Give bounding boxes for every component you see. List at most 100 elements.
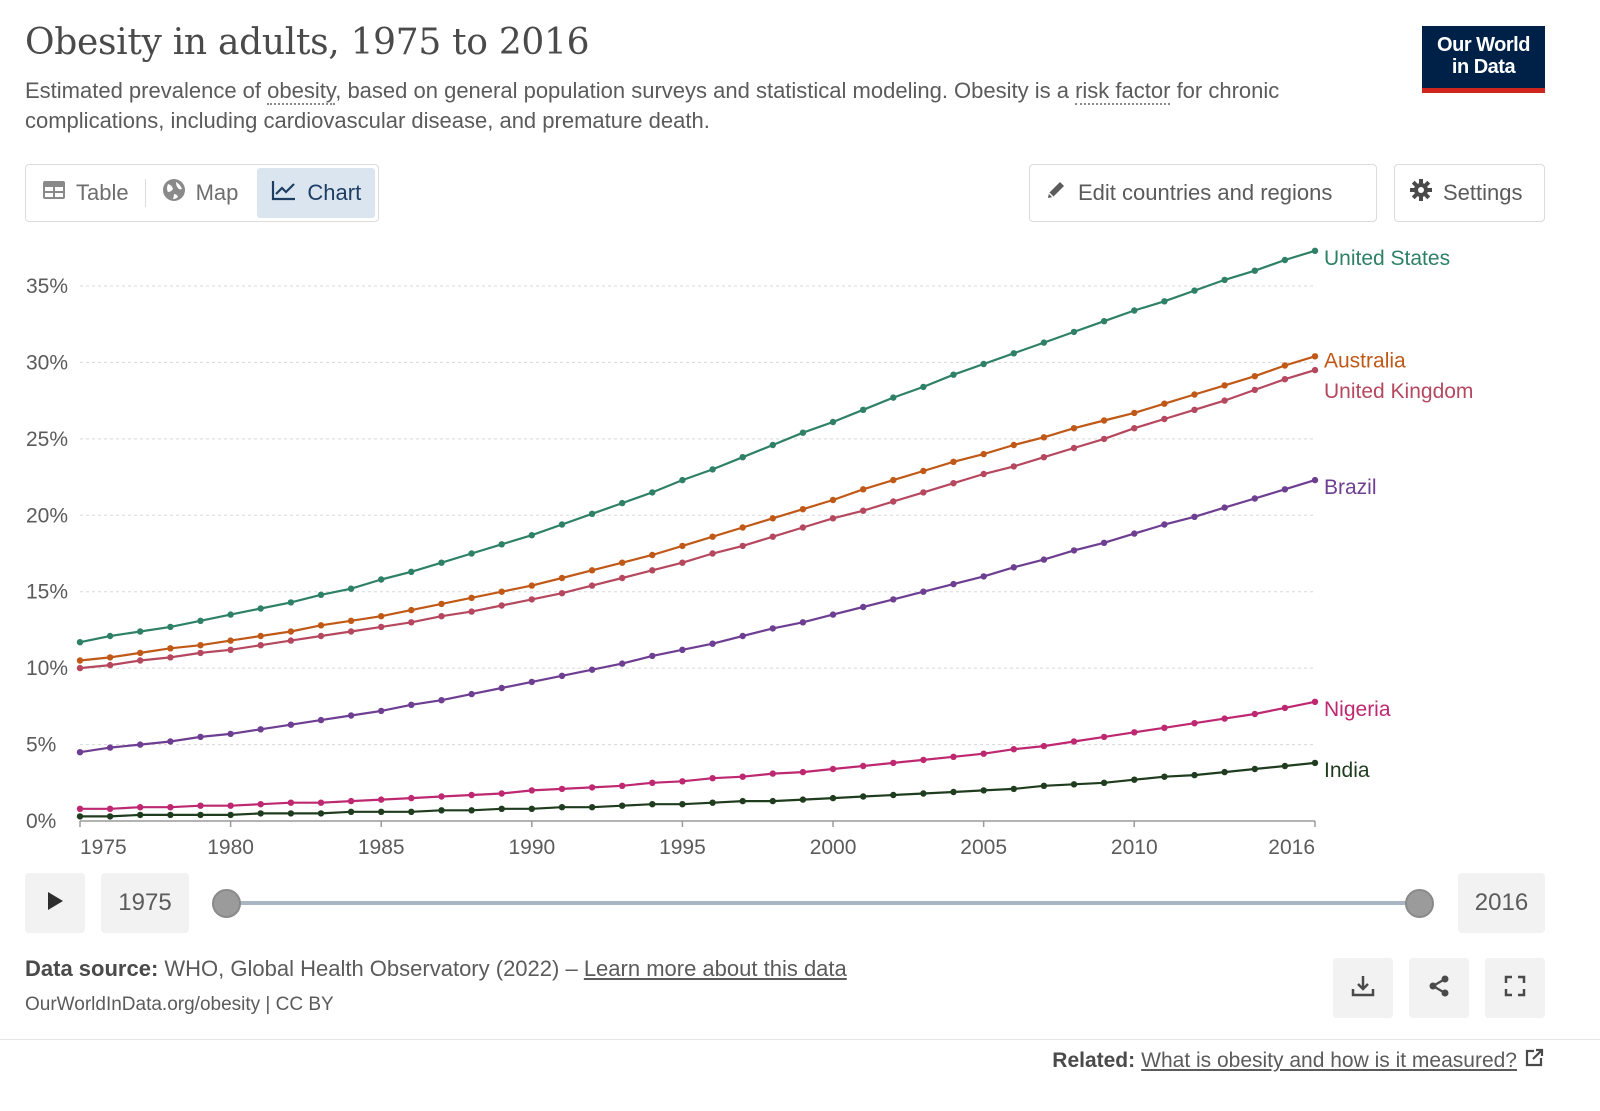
data-point [106,661,114,669]
data-point [950,371,957,378]
subtitle-text-3: for chronic complications, including car… [25,78,1280,133]
data-point [287,637,295,644]
series-line [80,700,1316,810]
data-point [1191,720,1198,727]
data-point [227,611,234,618]
data-point [1311,247,1319,254]
data-point [588,784,596,791]
view-tabs: Table Map Chart [25,164,380,222]
data-point [890,759,897,767]
play-icon [45,890,65,917]
data-point [468,791,475,799]
data-point [408,568,415,575]
play-button[interactable] [25,873,85,933]
tab-table[interactable]: Table [26,165,145,221]
data-point [1221,397,1228,404]
data-point [438,600,445,608]
share-button[interactable] [1409,958,1469,1018]
series-line [79,249,1316,644]
data-point [167,654,174,661]
fullscreen-button[interactable] [1485,958,1545,1018]
data-point [679,778,686,785]
subtitle-text-2: , based on general population surveys an… [335,78,1076,103]
data-point [860,486,867,493]
data-point [1010,441,1017,449]
data-point [227,802,234,809]
related-article-link[interactable]: What is obesity and how is it measured? [1141,1049,1517,1072]
data-point [709,550,716,557]
data-point [1070,328,1078,336]
obesity-definition-link[interactable]: obesity [267,78,336,105]
data-point [1100,779,1108,786]
data-point [76,664,84,672]
data-point [890,394,897,401]
data-point [137,804,144,811]
download-button[interactable] [1333,958,1393,1018]
tab-chart[interactable]: Chart [257,168,376,218]
data-point [558,672,566,679]
data-point [287,799,295,806]
data-point [829,765,837,773]
data-point [558,590,566,597]
data-point [227,811,234,819]
data-point [769,441,776,449]
data-point [1070,444,1078,452]
timeline-start-handle[interactable] [212,889,241,918]
data-point [1281,376,1289,383]
data-point [769,770,776,777]
x-tick-label: 2005 [960,836,1007,859]
related-article: Related: What is obesity and how is it m… [1052,1047,1545,1075]
data-point [920,790,927,797]
data-point [588,666,596,673]
data-point [1010,785,1017,793]
data-point [769,625,776,632]
timeline-end-handle[interactable] [1405,889,1434,918]
y-tick-label: 35% [26,275,68,298]
data-point [1070,781,1078,788]
logo-line-2: in Data [1451,56,1516,78]
settings-button[interactable]: Settings [1394,164,1545,222]
data-point [76,813,84,820]
series-line [80,761,1316,818]
data-point [619,559,626,566]
data-point [106,813,114,820]
data-point [1191,287,1198,294]
data-point [1281,362,1289,369]
data-point [106,744,114,751]
data-point [920,588,927,595]
data-point [227,637,234,644]
data-point [829,496,837,504]
edit-countries-button[interactable]: Edit countries and regions [1029,164,1377,222]
series-line [79,369,1316,670]
data-point [920,489,927,496]
data-point [950,788,957,796]
data-point [317,632,325,640]
learn-more-link[interactable]: Learn more about this data [583,956,847,981]
data-point [227,646,234,653]
data-point [76,805,84,812]
data-point [1131,776,1138,783]
data-point [709,799,716,806]
owid-logo[interactable]: Our World in Data [1422,26,1545,93]
data-point [197,649,204,657]
risk-factor-definition-link[interactable]: risk factor [1075,78,1171,105]
data-point [408,701,415,708]
data-point [287,599,295,606]
data-point [980,360,987,368]
data-point [860,793,867,800]
data-point [619,499,626,507]
series-label: India [1324,759,1370,782]
data-point [106,632,114,640]
data-point [498,805,505,812]
timeline-slider-track[interactable] [226,901,1419,905]
data-point [829,515,837,522]
data-point [649,567,656,574]
data-point [1191,513,1198,520]
tab-map[interactable]: Map [146,165,255,221]
data-point [920,756,927,764]
timeline-start-year[interactable]: 1975 [101,873,189,933]
data-point [468,608,475,615]
data-point [1221,276,1228,284]
timeline-end-year[interactable]: 2016 [1458,873,1545,933]
y-tick-label: 25% [26,428,68,451]
